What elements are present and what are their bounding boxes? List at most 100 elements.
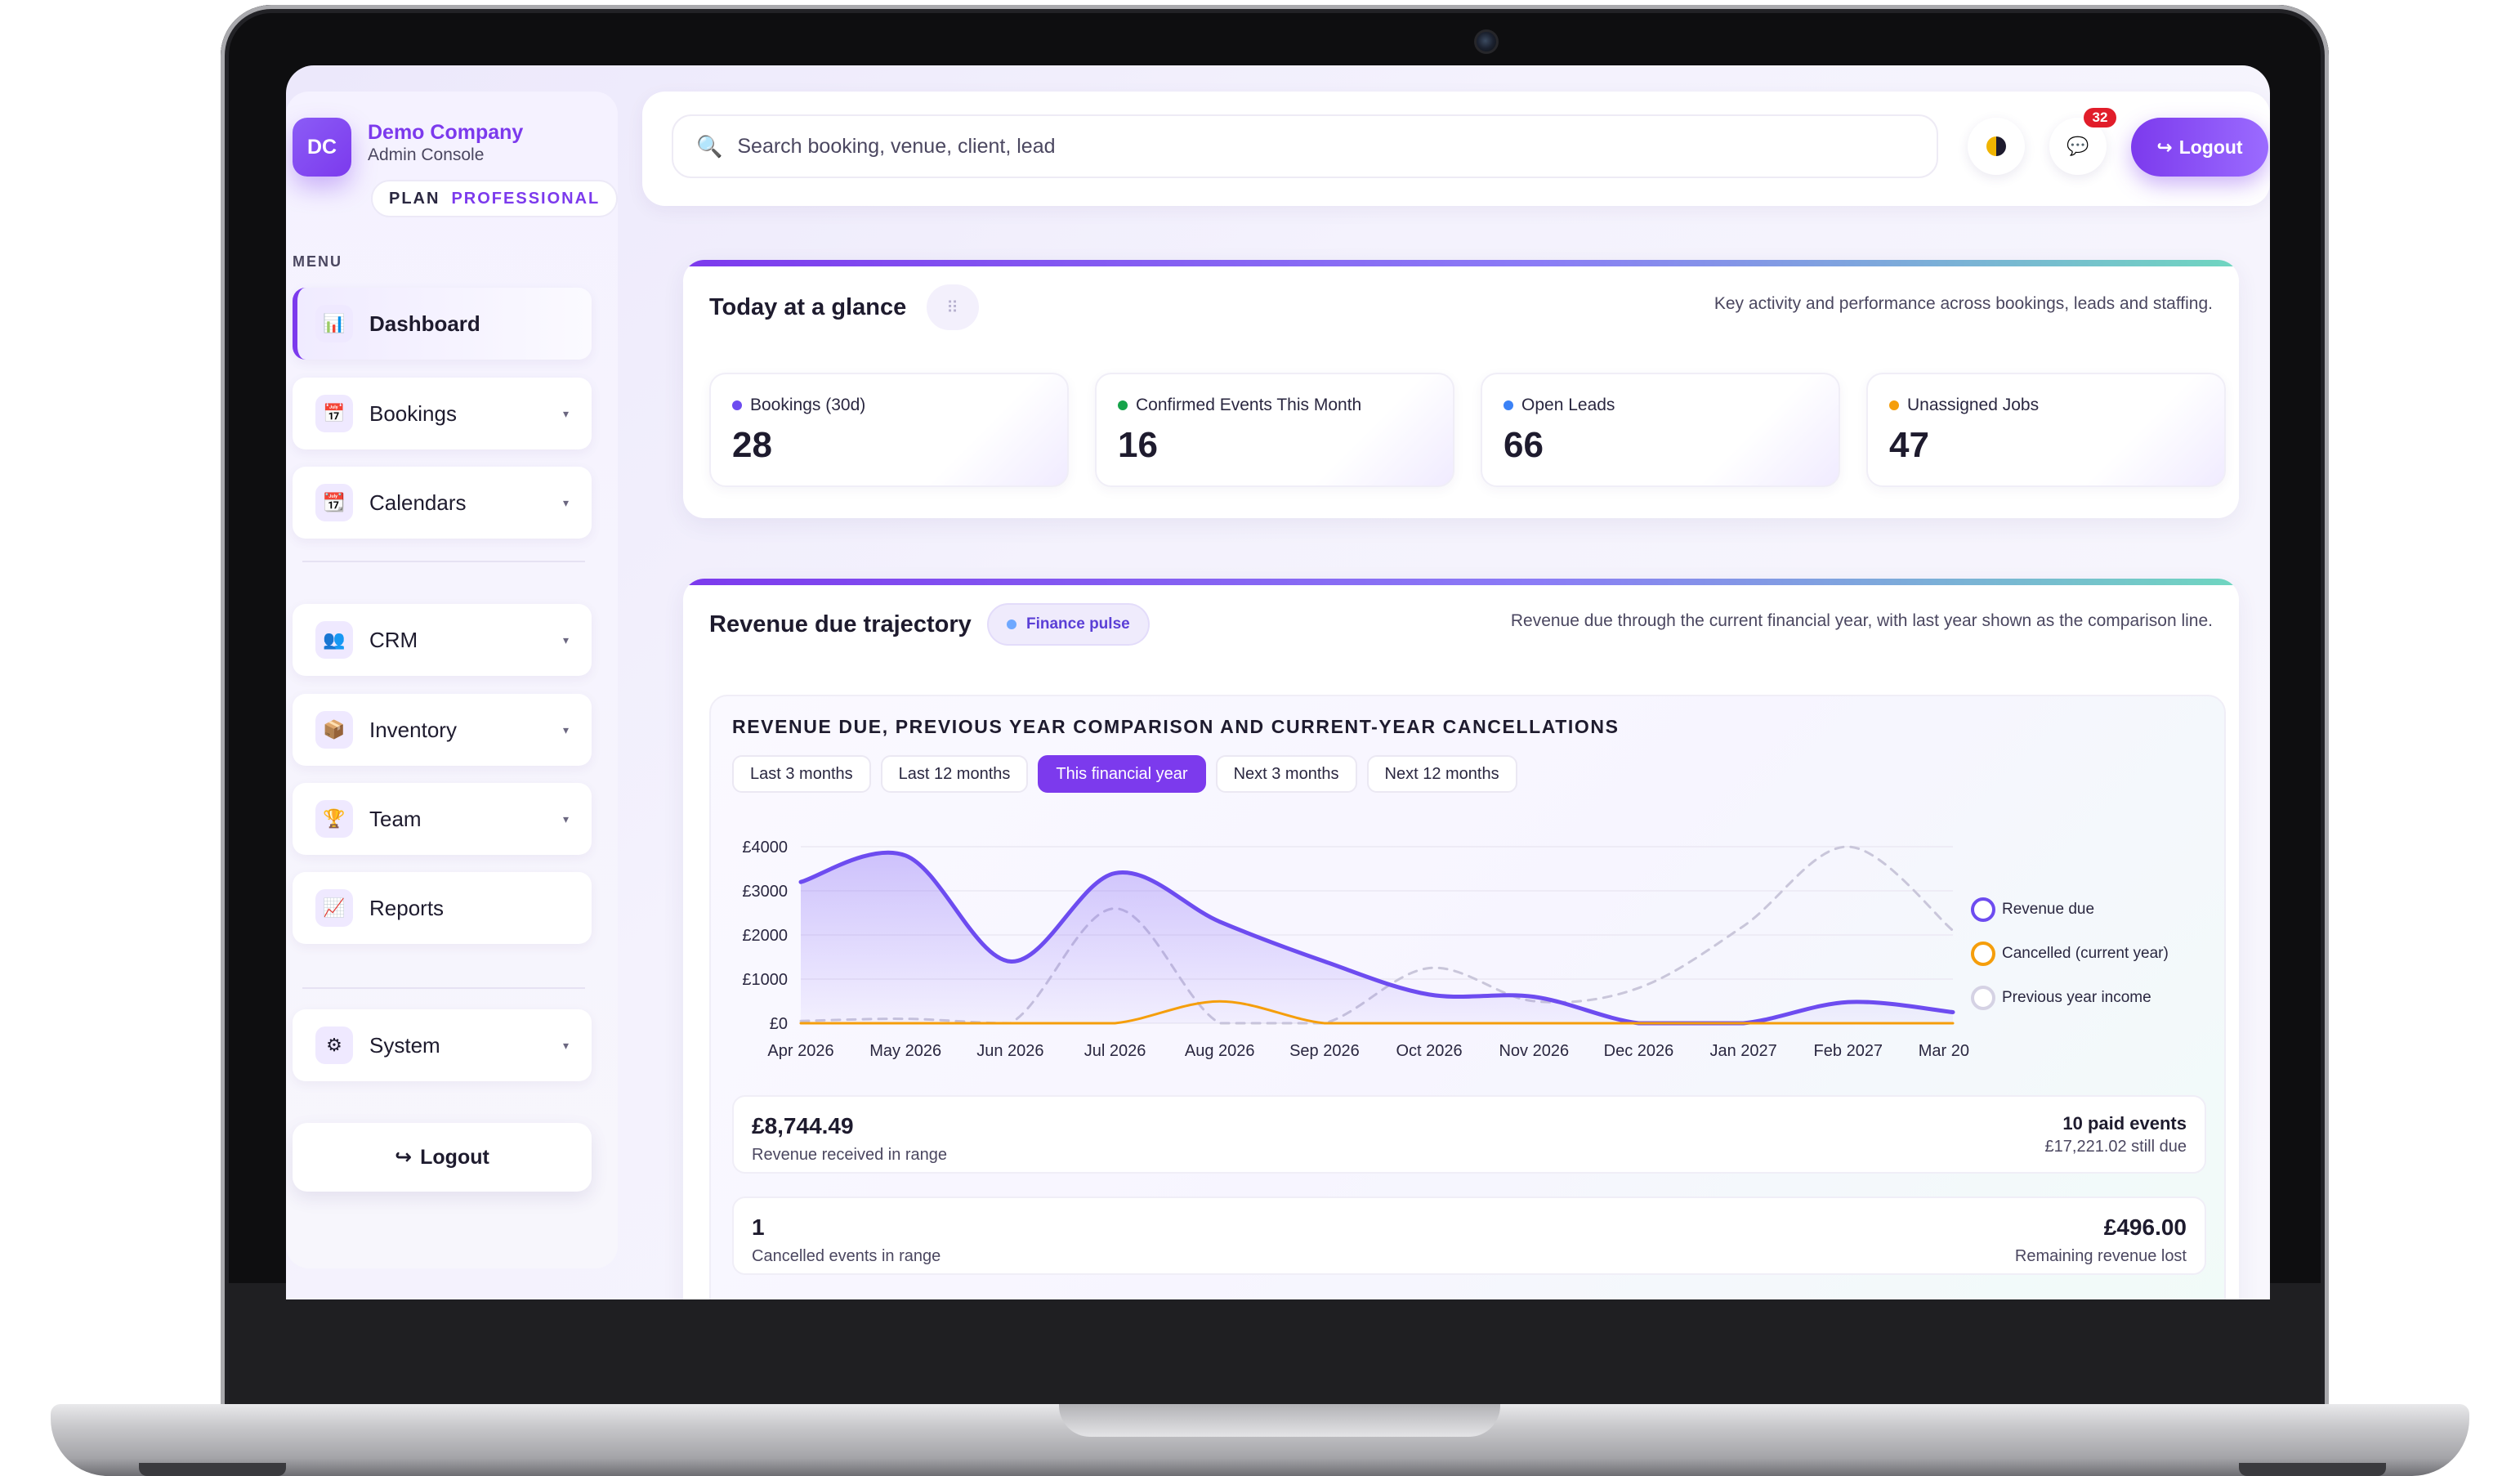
- finance-pulse-label: Finance pulse: [1026, 615, 1130, 633]
- x-tick-label: Aug 2026: [1185, 1042, 1255, 1060]
- legend-label: Cancelled (current year): [2002, 945, 2169, 962]
- drag-handle-icon[interactable]: ⠿: [927, 284, 979, 330]
- y-tick-label: £2000: [742, 927, 788, 945]
- kpi-label-row: Confirmed Events This Month: [1118, 396, 1361, 415]
- sidebar-item-system[interactable]: ⚙ System ▾: [293, 1009, 592, 1081]
- x-tick-label: Feb 2027: [1814, 1042, 1883, 1060]
- legend-swatch: [1971, 942, 1995, 966]
- sidebar-divider: [302, 987, 585, 989]
- paid-events: 10 paid events: [2062, 1113, 2187, 1134]
- kpi-label: Bookings (30d): [750, 396, 866, 414]
- tab-last-12-months[interactable]: Last 12 months: [880, 755, 1029, 793]
- sidebar-item-team[interactable]: 🏆 Team ▾: [293, 783, 592, 855]
- still-due: £17,221.02 still due: [2044, 1138, 2187, 1156]
- card-accent-bar: [683, 579, 2239, 585]
- tab-next-3-months[interactable]: Next 3 months: [1215, 755, 1357, 793]
- laptop-bottom-bezel: [229, 1283, 2321, 1406]
- x-tick-label: Jan 2027: [1709, 1042, 1776, 1060]
- sidebar-item-label: System: [369, 1032, 440, 1058]
- received-label: Revenue received in range: [752, 1146, 948, 1164]
- x-tick-label: Oct 2026: [1396, 1042, 1463, 1060]
- kpi-unassigned-jobs[interactable]: Unassigned Jobs 47: [1866, 373, 2226, 487]
- app-screen: DC Demo Company Admin Console PLAN PROFE…: [286, 65, 2270, 1299]
- sidebar-logout-button[interactable]: ↪ Logout: [293, 1123, 592, 1192]
- kpi-label: Confirmed Events This Month: [1136, 396, 1362, 414]
- legend-swatch: [1971, 986, 1995, 1010]
- legend-previous-year[interactable]: Previous year income: [1971, 976, 2169, 1020]
- lost-value: £496.00: [2103, 1214, 2187, 1240]
- sidebar-item-reports[interactable]: 📈 Reports: [293, 872, 592, 944]
- kpi-label-row: Open Leads: [1504, 396, 1615, 415]
- x-tick-label: Dec 2026: [1604, 1042, 1674, 1060]
- logout-icon: ↪: [2156, 136, 2173, 158]
- x-tick-label: Nov 2026: [1499, 1042, 1569, 1060]
- kpi-bookings[interactable]: Bookings (30d) 28: [709, 373, 1069, 487]
- laptop-notch: [1059, 1404, 1500, 1437]
- kpi-value: 66: [1504, 425, 1544, 465]
- tab-last-3-months[interactable]: Last 3 months: [732, 755, 871, 793]
- revenue-description: Revenue due through the current financia…: [1510, 611, 2213, 630]
- sidebar-item-label: Inventory: [369, 717, 457, 742]
- notification-badge: 32: [2084, 108, 2116, 127]
- received-value: £8,744.49: [752, 1113, 854, 1138]
- logout-button[interactable]: ↪ Logout: [2131, 118, 2268, 177]
- sidebar-item-label: Reports: [369, 895, 445, 920]
- sidebar-item-bookings[interactable]: 📅 Bookings ▾: [293, 378, 592, 450]
- revenue-received-row: £8,744.49 Revenue received in range 10 p…: [732, 1095, 2206, 1174]
- search-input[interactable]: [737, 134, 1882, 159]
- laptop-foot-left: [139, 1463, 286, 1476]
- tab-this-financial-year[interactable]: This financial year: [1038, 755, 1206, 793]
- plan-label: PLAN: [389, 189, 440, 208]
- top-bar: 🔍 💬 32 ↪ Logout: [642, 92, 2270, 206]
- sidebar-divider: [302, 561, 585, 562]
- glance-card: Today at a glance ⠿ Key activity and per…: [683, 260, 2239, 518]
- x-tick-label: May 2026: [869, 1042, 941, 1060]
- theme-icon: [1986, 136, 2006, 156]
- logout-label: Logout: [2178, 136, 2243, 158]
- chevron-down-icon: ▾: [562, 406, 569, 420]
- cancelled-label: Cancelled events in range: [752, 1247, 941, 1265]
- revenue-card: Revenue due trajectory Finance pulse Rev…: [683, 579, 2239, 1299]
- sidebar-logout-label: Logout: [420, 1145, 489, 1169]
- kpi-value: 28: [732, 425, 772, 465]
- tab-next-12-months[interactable]: Next 12 months: [1366, 755, 1517, 793]
- x-tick-label: Jun 2026: [976, 1042, 1043, 1060]
- sidebar-item-label: Dashboard: [369, 311, 480, 336]
- kpi-open-leads[interactable]: Open Leads 66: [1481, 373, 1840, 487]
- sidebar-item-label: CRM: [369, 627, 418, 652]
- trophy-icon: 🏆: [315, 800, 353, 838]
- sidebar-item-crm[interactable]: 👥 CRM ▾: [293, 604, 592, 676]
- search-box[interactable]: 🔍: [672, 114, 1938, 178]
- messages-button[interactable]: 💬 32: [2049, 108, 2116, 175]
- sidebar-item-dashboard[interactable]: 📊 Dashboard: [293, 288, 592, 360]
- kpi-value: 16: [1118, 425, 1158, 465]
- status-dot: [1007, 619, 1016, 629]
- x-tick-label: Mar 2027: [1919, 1042, 1969, 1060]
- company-name[interactable]: Demo Company: [368, 121, 524, 144]
- chevron-down-icon: ▾: [562, 1038, 569, 1052]
- series-line-cancelled-current-year-: [799, 1000, 1955, 1025]
- plan-badge: PLAN PROFESSIONAL: [371, 180, 619, 217]
- revenue-chart-panel: REVENUE DUE, PREVIOUS YEAR COMPARISON AN…: [709, 695, 2226, 1299]
- chart-legend: Revenue due Cancelled (current year) Pre…: [1971, 888, 2169, 1020]
- sidebar: DC Demo Company Admin Console PLAN PROFE…: [286, 92, 619, 1268]
- console-subtitle: Admin Console: [368, 145, 485, 164]
- legend-label: Previous year income: [2002, 989, 2151, 1006]
- legend-swatch: [1971, 897, 1995, 922]
- kpi-value: 47: [1889, 425, 1929, 465]
- kpi-label: Open Leads: [1521, 396, 1615, 414]
- theme-toggle-button[interactable]: [1968, 118, 2025, 175]
- legend-revenue-due[interactable]: Revenue due: [1971, 888, 2169, 932]
- sidebar-item-inventory[interactable]: 📦 Inventory ▾: [293, 694, 592, 766]
- kpi-confirmed-events[interactable]: Confirmed Events This Month 16: [1095, 373, 1454, 487]
- glance-title: Today at a glance: [709, 294, 907, 320]
- x-tick-label: Sep 2026: [1289, 1042, 1360, 1060]
- cancelled-row: 1 Cancelled events in range £496.00 Rema…: [732, 1196, 2206, 1275]
- package-icon: 📦: [315, 711, 353, 749]
- trend-chart-icon: 📈: [315, 889, 353, 927]
- chat-bubble-icon: 💬: [2066, 136, 2089, 156]
- legend-cancelled[interactable]: Cancelled (current year): [1971, 932, 2169, 976]
- chevron-down-icon: ▾: [562, 812, 569, 825]
- sidebar-item-calendars[interactable]: 📆 Calendars ▾: [293, 467, 592, 539]
- finance-pulse-chip: Finance pulse: [987, 603, 1150, 646]
